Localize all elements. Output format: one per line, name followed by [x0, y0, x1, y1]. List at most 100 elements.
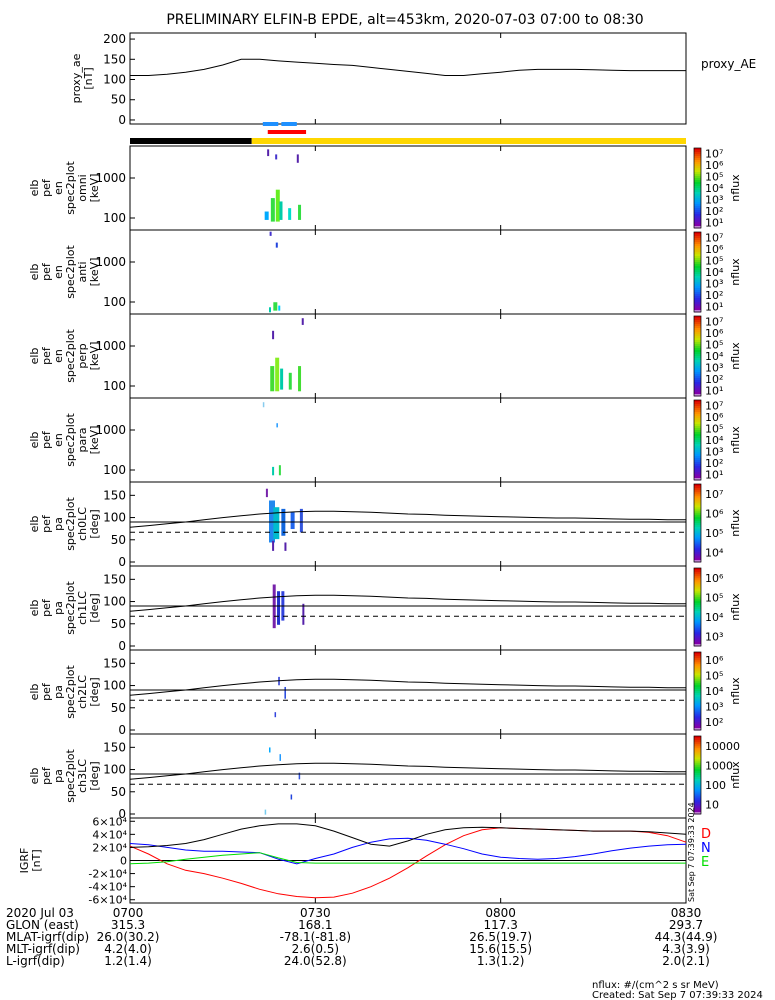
colorbar-segment: [694, 587, 701, 591]
y-tick-label: -4×10⁴: [88, 881, 127, 894]
colorbar-segment: [694, 798, 701, 801]
colorbar-segment: [694, 380, 701, 383]
colorbar-segment: [694, 270, 701, 273]
colorbar-tick-label: 10³: [705, 701, 723, 714]
colorbar-segment: [694, 268, 701, 271]
colorbar-segment: [694, 796, 701, 799]
colorbar-segment: [694, 434, 701, 437]
y-tick-label: 1000: [95, 171, 126, 185]
colorbar-segment: [694, 310, 701, 313]
colorbar-frame: [693, 315, 702, 397]
colorbar-frame: [693, 735, 702, 815]
colorbar-segment: [694, 568, 701, 571]
colorbar-segment: [694, 372, 701, 375]
colorbar-segment: [694, 773, 701, 776]
spectrogram-cell: [298, 366, 302, 392]
colorbar-tick-label: 10³: [705, 361, 723, 374]
colorbar-segment: [694, 720, 701, 723]
pitch-angle-panel-ylabel-line: pa: [52, 517, 65, 531]
colorbar-label: nflux: [729, 677, 742, 705]
spectrogram-cell: [265, 488, 268, 498]
y-tick-label: 1000: [95, 423, 126, 437]
colorbar-segment: [694, 532, 701, 536]
spectrogram-cell: [302, 603, 305, 625]
colorbar-tick-label: 100: [705, 779, 726, 792]
orbit-row-label: 2020 Jul 03: [6, 906, 74, 920]
colorbar-segment: [694, 180, 701, 183]
orbit-value: 1.3(1.2): [477, 954, 525, 968]
colorbar-segment: [694, 769, 701, 772]
spectrogram-cell: [269, 231, 272, 236]
colorbar-segment: [694, 704, 701, 708]
colorbar-segment: [694, 554, 701, 557]
colorbar-segment: [694, 484, 701, 487]
colorbar-segment: [694, 340, 701, 343]
colorbar-segment: [694, 542, 701, 546]
colorbar-segment: [694, 579, 701, 583]
colorbar-segment: [694, 198, 701, 201]
pitch-angle-panel-frame: [129, 649, 687, 735]
colorbar-segment: [694, 184, 701, 187]
colorbar-segment: [694, 400, 701, 403]
colorbar-segment: [694, 802, 701, 805]
proxy-ae-panel-frame: [129, 32, 687, 125]
colorbar-tick-label: 10⁵: [705, 591, 723, 604]
colorbar-segment: [694, 476, 701, 479]
orbit-value: 0800: [485, 906, 516, 920]
colorbar-segment: [694, 601, 701, 604]
energy-panel-ylabel-line: spec2plot: [64, 413, 77, 467]
colorbar-segment: [694, 344, 701, 347]
colorbar-segment: [694, 450, 701, 453]
colorbar-segment: [694, 577, 701, 581]
colorbar-segment: [694, 272, 701, 275]
colorbar-segment: [694, 775, 701, 778]
spectrogram-cell: [279, 754, 282, 761]
colorbar-segment: [694, 607, 701, 610]
energy-panel-ylabel-line: pef: [40, 346, 53, 365]
colorbar-segment: [694, 250, 701, 253]
pitch-angle-panel-ylabel: elb pef pa spec2plot ch0LC [deg]: [28, 497, 101, 551]
y-tick-label: 150: [103, 656, 126, 670]
colorbar-segment: [694, 386, 701, 389]
colorbar-segment: [694, 242, 701, 245]
igrf-legend-E: E: [701, 855, 709, 870]
pitch-angle-panel-ylabel-line: elb: [28, 684, 41, 701]
colorbar-segment: [694, 182, 701, 185]
spectrogram-cell: [284, 686, 286, 699]
colorbar-tick-label: 10⁷: [705, 400, 723, 413]
colorbar-segment: [694, 178, 701, 181]
colorbar-segment: [694, 712, 701, 715]
pitch-angle-panel-ylabel-line: pef: [40, 682, 53, 701]
y-tick-label: 100: [103, 211, 126, 225]
spectrogram-cell: [273, 507, 280, 540]
orbit-value: 2.0(2.1): [662, 954, 710, 968]
colorbar-segment: [694, 418, 701, 421]
y-tick-label: 50: [111, 93, 126, 107]
colorbar-segment: [694, 667, 701, 671]
colorbar-segment: [694, 726, 701, 729]
colorbar-segment: [694, 689, 701, 692]
colorbar-segment: [694, 673, 701, 676]
colorbar-frame: [693, 567, 702, 647]
colorbar-segment: [694, 501, 701, 505]
pitch-angle-colorbar: 10² 10³ 10⁴ 10⁵ 10⁶ nflux: [693, 651, 742, 731]
spectrogram-cell: [272, 330, 275, 340]
colorbar-segment: [694, 436, 701, 439]
colorbar-frame: [693, 147, 702, 229]
colorbar-segment: [694, 156, 701, 159]
colorbar-segment: [694, 406, 701, 409]
colorbar-tick-label: 10000: [705, 740, 740, 753]
spectrogram-cell: [273, 302, 278, 311]
spectrogram-cell: [275, 357, 280, 392]
pitch-angle-panel-ylabel-line: [deg]: [88, 677, 101, 706]
colorbar-segment: [694, 513, 701, 516]
colorbar-segment: [694, 362, 701, 365]
orbit-row-label: MLAT-igrf(dip): [6, 930, 89, 944]
colorbar-segment: [694, 653, 701, 657]
science-zone-marker: [262, 122, 279, 126]
colorbar-segment: [694, 320, 701, 323]
spectrogram-cell: [272, 466, 275, 476]
y-tick-label: 200: [103, 32, 126, 46]
colorbar-segment: [694, 170, 701, 173]
